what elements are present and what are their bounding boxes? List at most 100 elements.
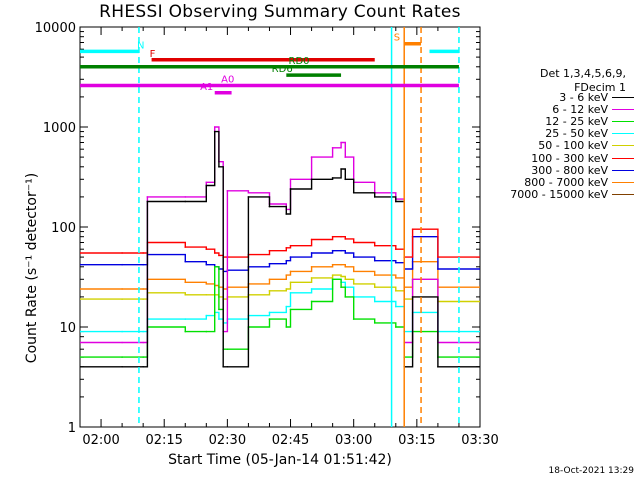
data-point <box>248 436 250 438</box>
x-tick-label: 03:30 <box>461 433 498 448</box>
series-line <box>80 278 480 333</box>
data-point <box>289 291 292 294</box>
data-point <box>331 263 334 266</box>
legend-entry: 100 - 300 keV <box>484 152 634 165</box>
x-axis-label: Start Time (05-Jan-14 01:51:42) <box>168 452 392 468</box>
flag-label: N <box>137 40 144 51</box>
legend-label: 7000 - 15000 keV <box>510 188 608 202</box>
timestamp: 18-Oct-2021 13:29 <box>548 466 634 476</box>
data-point <box>247 196 250 198</box>
data-point <box>332 436 334 438</box>
data-point <box>340 141 342 144</box>
data-point <box>289 270 292 273</box>
data-point <box>340 263 342 266</box>
data-point <box>213 126 216 128</box>
legend-swatch <box>612 157 634 159</box>
y-axis-label: Count Rate (s⁻¹ detector⁻¹) <box>24 172 40 364</box>
data-point <box>142 288 144 290</box>
data-point <box>121 252 123 254</box>
data-point <box>344 252 347 254</box>
data-point <box>205 293 208 296</box>
data-point <box>344 238 347 240</box>
data-point <box>344 296 347 298</box>
data-point <box>331 235 334 238</box>
legend-swatch <box>612 181 634 183</box>
data-point <box>373 196 376 198</box>
data-point <box>394 277 397 279</box>
data-point <box>268 262 271 265</box>
data-point <box>121 263 123 266</box>
data-point <box>458 436 460 438</box>
legend-entry: 25 - 50 keV <box>484 127 634 140</box>
flag-label: RD6 <box>272 64 293 75</box>
data-point <box>121 436 123 438</box>
data-point <box>352 241 355 244</box>
data-point <box>310 288 313 290</box>
legend-title-line-1: Det 1,3,4,5,6,9, <box>539 67 626 80</box>
x-tick-label: 02:30 <box>209 433 246 448</box>
data-point <box>437 436 439 438</box>
data-point <box>213 130 216 133</box>
legend-entry: 50 - 100 keV <box>484 139 634 152</box>
data-point <box>289 188 292 190</box>
y-tick-label: 1 <box>68 421 76 436</box>
data-point <box>310 277 313 279</box>
legend-swatch <box>612 133 634 135</box>
data-point <box>80 356 81 358</box>
data-point <box>205 263 208 266</box>
data-point <box>142 341 144 344</box>
data-point <box>205 184 208 187</box>
data-point <box>226 365 229 368</box>
data-point <box>226 190 229 192</box>
data-point <box>142 263 144 266</box>
data-point <box>80 341 81 344</box>
data-point <box>269 436 271 438</box>
y-tick-label: 10 <box>59 321 76 336</box>
data-point <box>184 330 187 333</box>
data-point <box>121 356 123 358</box>
data-point <box>373 300 376 303</box>
data-point <box>226 348 229 350</box>
data-point <box>394 305 397 308</box>
data-point <box>121 365 123 368</box>
legend-swatch <box>612 169 634 171</box>
data-point <box>121 341 123 344</box>
y-tick-label: 10000 <box>35 21 76 36</box>
data-point <box>142 330 144 333</box>
legend-swatch <box>612 96 634 98</box>
data-point <box>184 293 187 296</box>
data-point <box>310 300 313 303</box>
legend-swatch <box>612 108 634 110</box>
y-tick-label: 100 <box>51 221 76 236</box>
data-point <box>285 246 288 249</box>
data-point <box>331 146 334 149</box>
data-point <box>205 314 208 317</box>
data-point <box>395 436 397 438</box>
data-point <box>289 244 292 247</box>
data-point <box>373 322 376 324</box>
data-point <box>437 268 439 270</box>
data-point <box>344 278 347 281</box>
data-point <box>311 436 313 438</box>
data-point <box>411 278 414 281</box>
data-point <box>285 288 288 290</box>
data-point <box>205 330 208 333</box>
data-point <box>373 259 376 262</box>
legend-entry: 6 - 12 keV <box>484 103 634 116</box>
x-tick-label: 02:15 <box>145 433 182 448</box>
data-point <box>394 326 397 328</box>
data-point <box>331 274 334 276</box>
data-point <box>184 260 187 263</box>
data-point <box>289 308 292 311</box>
legend-swatch <box>612 145 634 147</box>
legend-label: 300 - 800 keV <box>531 163 608 177</box>
data-point <box>437 256 439 258</box>
data-point <box>437 365 439 368</box>
x-tick-label: 02:00 <box>82 433 119 448</box>
data-point <box>79 436 81 438</box>
x-tick-label: 02:45 <box>272 433 309 448</box>
data-point <box>411 296 414 298</box>
data-point <box>142 356 144 358</box>
data-point <box>374 436 376 438</box>
